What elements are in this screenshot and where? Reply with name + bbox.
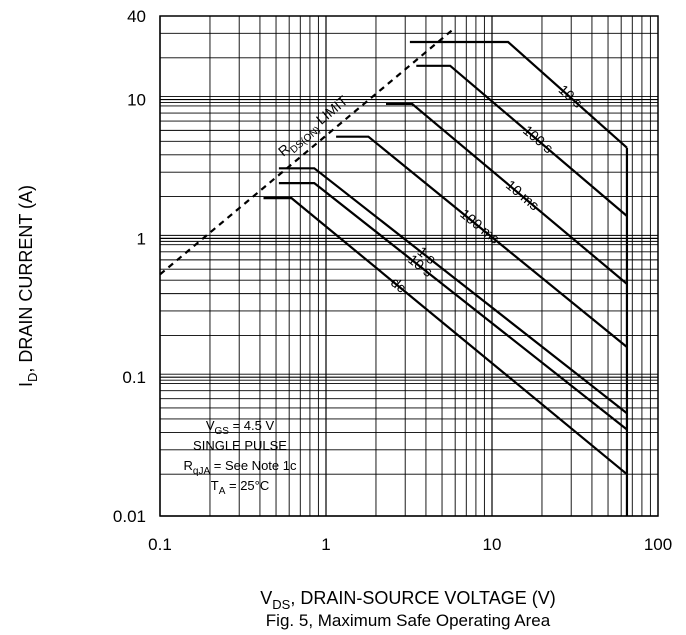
y-tick-label: 10 (127, 91, 146, 110)
rds-label-rest: LIMIT (310, 92, 351, 130)
note-rest: = 25°C (225, 478, 269, 493)
y-tick-label: 0.1 (122, 368, 146, 387)
note-line: RqJA = See Note 1c (184, 458, 297, 477)
x-axis-title: VDS, DRAIN-SOURCE VOLTAGE (V) (260, 588, 555, 612)
soa-curve (263, 197, 628, 476)
note-line: VGS = 4.5 V (206, 418, 275, 437)
note-main: R (184, 458, 193, 473)
y-tick-label: 1 (137, 229, 146, 248)
y-axis-title-rest: , DRAIN CURRENT (A) (16, 185, 36, 373)
x-tick-label: 0.1 (148, 535, 172, 554)
y-axis-title-main: I (16, 382, 36, 387)
soa-curve (336, 135, 628, 348)
note-rest: = See Note 1c (210, 458, 297, 473)
curve-label: 10 ms (503, 177, 543, 214)
x-tick-label: 1 (321, 535, 330, 554)
y-tick-label: 0.01 (113, 507, 146, 526)
x-tick-label: 10 (483, 535, 502, 554)
grid (159, 15, 658, 517)
soa-curve (386, 102, 628, 285)
x-tick-label: 100 (644, 535, 672, 554)
note-main: V (206, 418, 215, 433)
note-line: SINGLE PULSE (193, 438, 287, 453)
soa-curve (409, 40, 628, 149)
note-sub: qJA (193, 466, 211, 477)
y-tick-label: 40 (127, 7, 146, 26)
rds-label-sub: DS(ON) (288, 125, 322, 156)
note-line: TA = 25°C (211, 478, 270, 497)
note-main: SINGLE PULSE (193, 438, 287, 453)
curve-label: 100 ms (457, 205, 503, 246)
rds-on-limit-line (159, 26, 456, 276)
y-axis-title-sub: D (25, 373, 40, 382)
soa-curve (416, 64, 628, 217)
note-sub: A (219, 486, 226, 497)
x-axis-title-sub: DS (272, 597, 290, 612)
note-main: T (211, 478, 219, 493)
soa-curve (278, 167, 628, 415)
soa-curve (278, 182, 628, 431)
figure-caption: Fig. 5, Maximum Safe Operating Area (266, 611, 551, 630)
plot-frame (159, 15, 659, 517)
series-lines (159, 26, 629, 516)
x-axis-title-main: V (260, 588, 272, 608)
note-sub: GS (215, 426, 230, 437)
note-rest: = 4.5 V (229, 418, 274, 433)
x-axis-title-rest: , DRAIN-SOURCE VOLTAGE (V) (290, 588, 555, 608)
y-axis-title: ID, DRAIN CURRENT (A) (16, 185, 40, 387)
